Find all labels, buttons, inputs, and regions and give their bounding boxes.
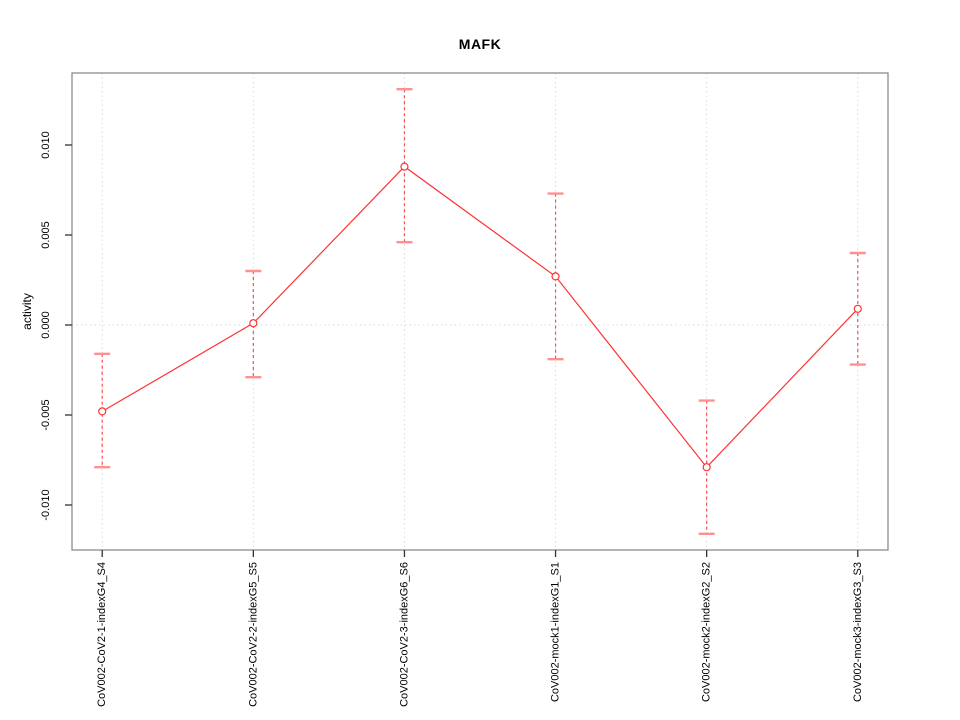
x-category-label: CoV002-mock1-indexG1_S1	[550, 562, 562, 702]
x-category-label: CoV002-CoV2-2-indexG5_S5	[247, 562, 259, 707]
data-point	[853, 304, 862, 313]
data-point	[551, 272, 560, 281]
plot-box	[71, 72, 889, 551]
y-axis-label: activity	[20, 293, 34, 330]
x-category-label: CoV002-mock2-indexG2_S2	[701, 562, 713, 702]
x-category-label: CoV002-mock3-indexG3_S3	[852, 562, 864, 702]
y-tick-label: 0.000	[40, 311, 52, 339]
y-tick-label: -0.010	[40, 489, 52, 520]
y-tick-label: 0.005	[40, 221, 52, 249]
chart-title: MAFK	[458, 36, 502, 52]
series-line	[101, 165, 859, 469]
x-category-label: CoV002-CoV2-3-indexG6_S6	[398, 562, 410, 707]
data-point	[400, 162, 409, 171]
y-tick-label: -0.005	[40, 399, 52, 430]
data-point	[249, 319, 258, 328]
y-tick-label: 0.010	[40, 131, 52, 159]
data-point	[98, 407, 107, 416]
data-point	[702, 463, 711, 472]
x-category-label: CoV002-CoV2-1-indexG4_S4	[96, 562, 108, 707]
